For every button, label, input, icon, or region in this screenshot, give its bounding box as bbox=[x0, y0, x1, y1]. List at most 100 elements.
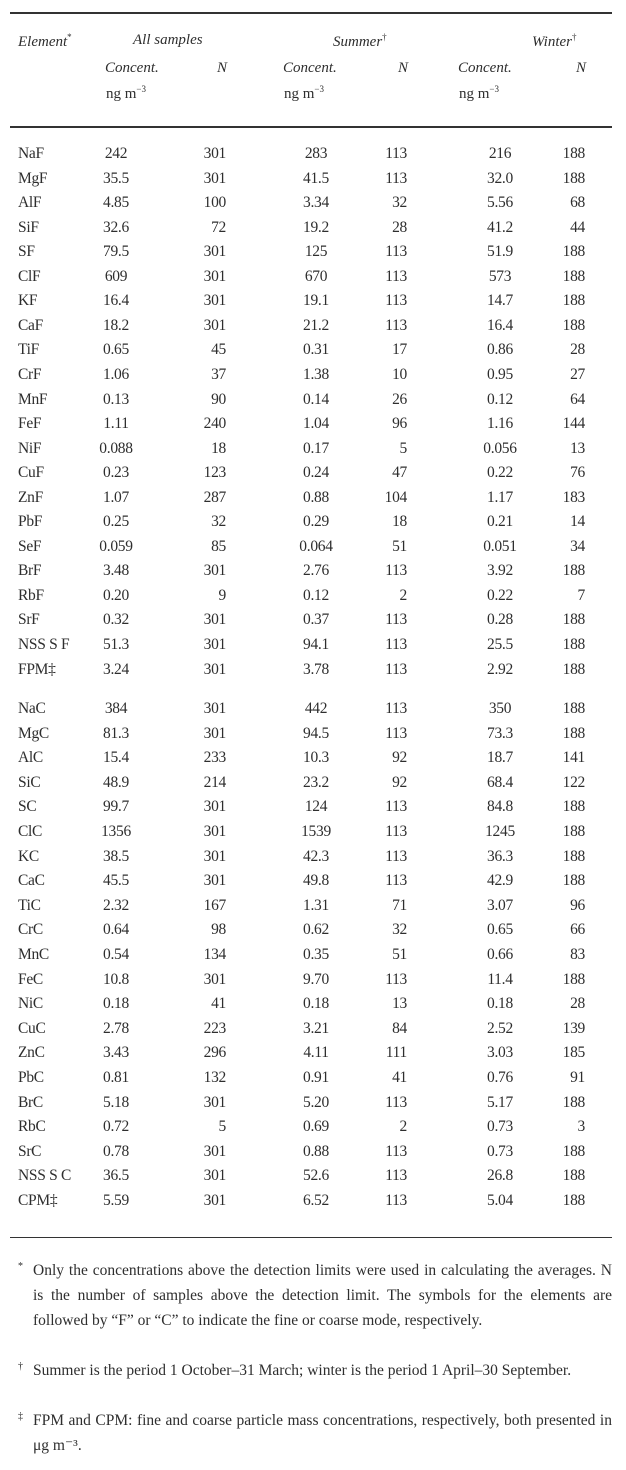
winter-concent-cell: 11.4 bbox=[487, 970, 513, 988]
summer-concent-cell: 0.17 bbox=[303, 439, 329, 457]
all-concent-cell: 609 bbox=[104, 267, 128, 285]
table-row: SC 99.7 301 124 113 84.8 188 bbox=[0, 798, 626, 822]
all-concent-cell: 51.3 bbox=[103, 636, 129, 653]
summer-n-cell: 113 bbox=[385, 267, 407, 285]
all-concent-cell: 2.78 bbox=[103, 1019, 129, 1037]
summer-n-cell: 26 bbox=[392, 390, 407, 408]
element-cell: BrC bbox=[18, 1093, 43, 1111]
table-row: FeC 10.8 301 9.70 113 11.4 188 bbox=[0, 971, 626, 995]
table-row: KF 16.4 301 19.1 113 14.7 188 bbox=[0, 292, 626, 316]
all-n-cell: 301 bbox=[203, 1192, 227, 1209]
all-concent-cell: 48.9 bbox=[103, 773, 129, 791]
summer-concent-cell: 6.52 bbox=[303, 1192, 329, 1209]
header-n-summer: N bbox=[398, 60, 409, 76]
table-row: MgC 81.3 301 94.5 113 73.3 188 bbox=[0, 725, 626, 749]
winter-n-cell: 91 bbox=[570, 1069, 585, 1086]
header-n-winter: N bbox=[576, 60, 587, 76]
summer-concent-cell: 21.2 bbox=[303, 316, 329, 334]
summer-n-cell: 32 bbox=[392, 194, 407, 212]
winter-n-cell: 28 bbox=[570, 341, 585, 359]
winter-n-cell: 3 bbox=[577, 1118, 586, 1136]
element-cell: RbC bbox=[18, 1118, 46, 1136]
all-n-cell: 90 bbox=[211, 390, 226, 408]
element-cell: SrC bbox=[18, 1142, 42, 1160]
summer-concent-cell: 19.1 bbox=[303, 292, 329, 310]
all-concent-cell: 5.59 bbox=[103, 1192, 129, 1209]
all-concent-cell: 99.7 bbox=[103, 798, 129, 816]
winter-n-cell: 188 bbox=[562, 169, 586, 187]
summer-n-cell: 17 bbox=[392, 341, 407, 359]
element-cell: RbF bbox=[18, 586, 44, 604]
summer-n-cell: 113 bbox=[385, 1142, 407, 1160]
summer-concent-cell: 1.04 bbox=[303, 415, 329, 433]
summer-concent-cell: 0.91 bbox=[303, 1069, 329, 1086]
winter-n-cell: 188 bbox=[562, 292, 586, 310]
winter-n-cell: 188 bbox=[562, 847, 586, 865]
header-concent-all: Concent. bbox=[105, 60, 159, 76]
element-cell: NSS S F bbox=[18, 636, 70, 653]
element-cell: SC bbox=[18, 798, 37, 816]
all-concent-cell: 15.4 bbox=[103, 749, 129, 767]
header-concent-summer: Concent. bbox=[283, 60, 337, 76]
winter-n-cell: 141 bbox=[562, 749, 586, 767]
all-concent-cell: 242 bbox=[104, 145, 128, 162]
all-concent-cell: 0.20 bbox=[103, 586, 129, 604]
summer-concent-cell: 670 bbox=[304, 267, 328, 285]
table-row: AlF 4.85 100 3.34 32 5.56 68 bbox=[0, 194, 626, 218]
summer-concent-cell: 5.20 bbox=[303, 1093, 329, 1111]
table-row: FPM‡ 3.24 301 3.78 113 2.92 188 bbox=[0, 661, 626, 685]
table-row: NaF 242 301 283 113 216 188 bbox=[0, 145, 626, 169]
all-n-cell: 301 bbox=[203, 267, 227, 285]
table-row: CaC 45.5 301 49.8 113 42.9 188 bbox=[0, 872, 626, 896]
summer-concent-cell: 19.2 bbox=[303, 218, 329, 236]
all-concent-cell: 0.78 bbox=[103, 1142, 129, 1160]
winter-n-cell: 96 bbox=[570, 896, 585, 914]
summer-concent-cell: 3.21 bbox=[303, 1019, 329, 1037]
all-concent-cell: 0.088 bbox=[99, 439, 133, 457]
winter-concent-cell: 0.22 bbox=[487, 586, 513, 604]
winter-concent-cell: 2.52 bbox=[487, 1019, 513, 1037]
summer-concent-cell: 0.88 bbox=[303, 1142, 329, 1160]
summer-concent-cell: 23.2 bbox=[303, 773, 329, 791]
all-n-cell: 301 bbox=[203, 316, 227, 334]
summer-n-cell: 71 bbox=[392, 896, 407, 914]
winter-concent-cell: 350 bbox=[488, 700, 512, 717]
winter-concent-cell: 36.3 bbox=[487, 847, 513, 865]
summer-concent-cell: 125 bbox=[304, 243, 328, 261]
footnote: ‡ FPM and CPM: fine and coarse particle m… bbox=[18, 1408, 612, 1458]
all-n-cell: 296 bbox=[203, 1044, 227, 1062]
winter-n-cell: 13 bbox=[570, 439, 585, 457]
table-row: MnC 0.54 134 0.35 51 0.66 83 bbox=[0, 946, 626, 970]
winter-n-cell: 188 bbox=[562, 243, 586, 261]
winter-n-cell: 14 bbox=[570, 513, 585, 531]
winter-n-cell: 188 bbox=[562, 611, 586, 629]
summer-concent-cell: 49.8 bbox=[303, 872, 329, 890]
element-cell: NiF bbox=[18, 439, 42, 457]
element-cell: MgF bbox=[18, 169, 48, 187]
table-row: NiC 0.18 41 0.18 13 0.18 28 bbox=[0, 995, 626, 1019]
all-n-cell: 301 bbox=[203, 970, 227, 988]
element-cell: NaF bbox=[18, 145, 44, 162]
all-n-cell: 301 bbox=[203, 611, 227, 629]
winter-concent-cell: 216 bbox=[488, 145, 512, 162]
all-n-cell: 18 bbox=[211, 439, 226, 457]
footnote-text: Only the concentrations above the detect… bbox=[33, 1262, 612, 1329]
footnote-text: Summer is the period 1 October–31 March;… bbox=[33, 1362, 572, 1379]
winter-concent-cell: 0.73 bbox=[487, 1118, 513, 1136]
table-row: CuC 2.78 223 3.21 84 2.52 139 bbox=[0, 1020, 626, 1044]
element-cell: AlC bbox=[18, 749, 43, 767]
all-concent-cell: 1.11 bbox=[103, 415, 129, 433]
all-n-cell: 301 bbox=[203, 169, 227, 187]
element-cell: FPM‡ bbox=[18, 660, 56, 678]
all-n-cell: 132 bbox=[203, 1069, 227, 1086]
winter-concent-cell: 1.16 bbox=[487, 415, 513, 433]
summer-concent-cell: 0.29 bbox=[303, 513, 329, 531]
element-cell: CrC bbox=[18, 921, 43, 939]
winter-concent-cell: 0.28 bbox=[487, 611, 513, 629]
element-cell: CaF bbox=[18, 316, 43, 334]
summer-n-cell: 18 bbox=[392, 513, 407, 531]
element-cell: ClF bbox=[18, 267, 41, 285]
winter-concent-cell: 42.9 bbox=[487, 872, 513, 890]
element-cell: MnC bbox=[18, 946, 49, 963]
all-n-cell: 233 bbox=[203, 749, 227, 767]
